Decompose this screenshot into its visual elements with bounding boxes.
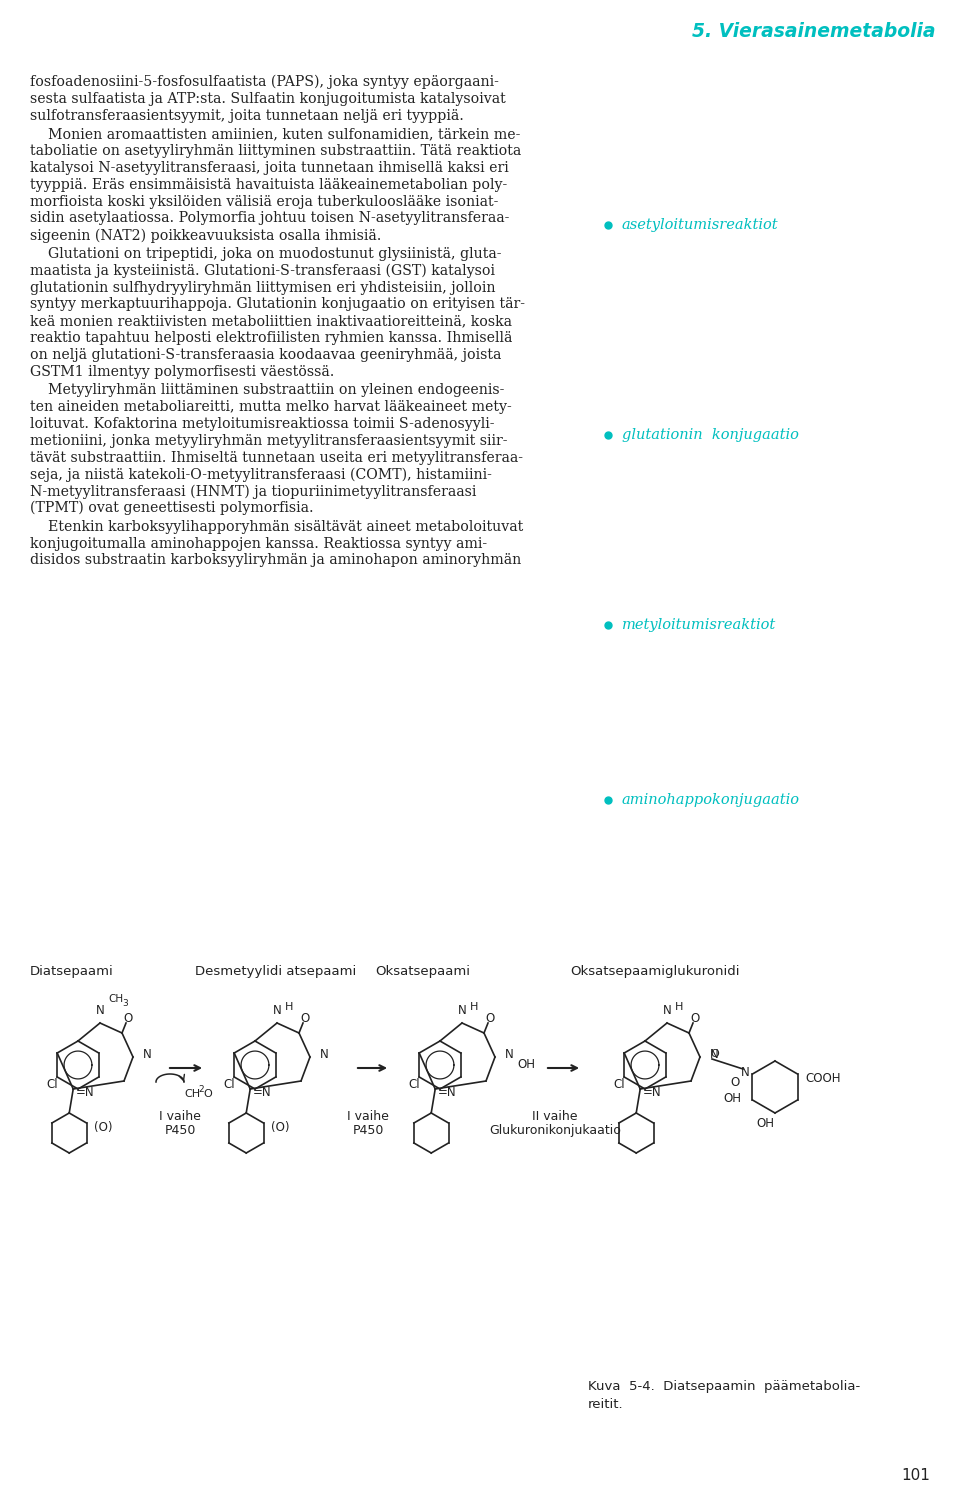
- Text: I vaihe: I vaihe: [159, 1111, 201, 1123]
- Text: Desmetyylidi atsepaami: Desmetyylidi atsepaami: [195, 965, 356, 979]
- Text: morfioista koski yksilöiden välisiä eroja tuberkulooslääke isoniat-: morfioista koski yksilöiden välisiä eroj…: [30, 195, 498, 209]
- Text: CH: CH: [184, 1090, 200, 1099]
- Text: Oksatsepaamiglukuronidi: Oksatsepaamiglukuronidi: [570, 965, 739, 979]
- Text: (O): (O): [94, 1121, 112, 1135]
- Text: asetyloitumisreaktiot: asetyloitumisreaktiot: [622, 218, 779, 233]
- Text: 3: 3: [122, 998, 128, 1007]
- Text: N: N: [96, 1004, 105, 1016]
- Text: H: H: [285, 1003, 294, 1012]
- Text: Cl: Cl: [46, 1079, 58, 1091]
- Text: reaktio tapahtuu helposti elektrofiilisten ryhmien kanssa. Ihmisellä: reaktio tapahtuu helposti elektrofiilist…: [30, 332, 513, 345]
- Text: syntyy merkaptuurihappoja. Glutationin konjugaatio on erityisen tär-: syntyy merkaptuurihappoja. Glutationin k…: [30, 297, 525, 311]
- Text: Cl: Cl: [224, 1079, 235, 1091]
- Text: Cl: Cl: [613, 1079, 625, 1091]
- Text: Glutationi on tripeptidi, joka on muodostunut glysiinistä, gluta-: Glutationi on tripeptidi, joka on muodos…: [30, 248, 501, 261]
- Text: =N: =N: [253, 1085, 272, 1099]
- Text: O: O: [731, 1076, 739, 1088]
- Text: sidin asetylaatiossa. Polymorfia johtuu toisen N-asetyylitransferaa-: sidin asetylaatiossa. Polymorfia johtuu …: [30, 212, 510, 225]
- Text: N: N: [143, 1048, 152, 1061]
- Text: CH: CH: [108, 994, 123, 1004]
- Text: taboliatie on asetyyliryhmän liittyminen substraattiin. Tätä reaktiota: taboliatie on asetyyliryhmän liittyminen…: [30, 144, 521, 158]
- Text: =N: =N: [438, 1085, 457, 1099]
- Text: (TPMT) ovat geneettisesti polymorfisia.: (TPMT) ovat geneettisesti polymorfisia.: [30, 501, 314, 515]
- Text: sigeenin (NAT2) poikkeavuuksista osalla ihmisiä.: sigeenin (NAT2) poikkeavuuksista osalla …: [30, 228, 381, 243]
- Text: sesta sulfaatista ja ATP:sta. Sulfaatin konjugoitumista katalysoivat: sesta sulfaatista ja ATP:sta. Sulfaatin …: [30, 92, 506, 105]
- Text: katalysoi N-asetyylitransferaasi, joita tunnetaan ihmisellä kaksi eri: katalysoi N-asetyylitransferaasi, joita …: [30, 161, 509, 176]
- Text: metyloitumisreaktiot: metyloitumisreaktiot: [622, 618, 777, 632]
- Text: O: O: [300, 1013, 310, 1025]
- Text: N: N: [320, 1048, 328, 1061]
- Text: on neljä glutationi-S-transferaasia koodaavaa geeniryhmää, joista: on neljä glutationi-S-transferaasia kood…: [30, 348, 501, 362]
- Text: tyyppiä. Eräs ensimmäisistä havaituista lääkeainemetabolian poly-: tyyppiä. Eräs ensimmäisistä havaituista …: [30, 177, 507, 192]
- Text: seja, ja niistä katekoli-O-metyylitransferaasi (COMT), histamiini-: seja, ja niistä katekoli-O-metyylitransf…: [30, 467, 492, 482]
- Text: N: N: [740, 1067, 750, 1079]
- Text: fosfoadenosiini-5-fosfosulfaatista (PAPS), joka syntyy epäorgaani-: fosfoadenosiini-5-fosfosulfaatista (PAPS…: [30, 75, 499, 90]
- Text: glutationin sulfhydryyliryhmän liittymisen eri yhdisteisiin, jolloin: glutationin sulfhydryyliryhmän liittymis…: [30, 281, 495, 294]
- Text: Kuva  5-4.  Diatsepaamin  päämetabolia-
reitit.: Kuva 5-4. Diatsepaamin päämetabolia- rei…: [588, 1379, 860, 1411]
- Text: N: N: [505, 1048, 514, 1061]
- Text: N-metyylitransferaasi (HNMT) ja tiopuriinimetyylitransferaasi: N-metyylitransferaasi (HNMT) ja tiopurii…: [30, 485, 476, 498]
- Text: I vaihe: I vaihe: [348, 1111, 389, 1123]
- Text: Glukuronikonjukaatio: Glukuronikonjukaatio: [489, 1124, 621, 1136]
- Text: O: O: [124, 1013, 132, 1025]
- Text: aminohappokonjugaatio: aminohappokonjugaatio: [622, 793, 800, 808]
- Text: Monien aromaattisten amiinien, kuten sulfonamidien, tärkein me-: Monien aromaattisten amiinien, kuten sul…: [30, 128, 520, 141]
- Text: O: O: [710, 1049, 719, 1060]
- Text: metioniini, jonka metyyliryhmän metyylitransferaasientsyymit siir-: metioniini, jonka metyyliryhmän metyylit…: [30, 434, 508, 447]
- Text: =N: =N: [643, 1085, 661, 1099]
- Text: 5. Vierasainemetabolia: 5. Vierasainemetabolia: [691, 23, 935, 41]
- Text: H: H: [675, 1003, 684, 1012]
- Text: OH: OH: [517, 1058, 535, 1072]
- Text: 101: 101: [901, 1468, 930, 1483]
- Text: disidos substraatin karboksyyliryhmän ja aminohapon aminoryhmän: disidos substraatin karboksyyliryhmän ja…: [30, 554, 521, 567]
- Text: N: N: [662, 1004, 671, 1016]
- Text: II vaihe: II vaihe: [532, 1111, 578, 1123]
- Text: Metyyliryhmän liittäminen substraattiin on yleinen endogeenis-: Metyyliryhmän liittäminen substraattiin …: [30, 383, 504, 398]
- Text: glutationin  konjugaatio: glutationin konjugaatio: [622, 428, 799, 441]
- Text: (O): (O): [272, 1121, 290, 1135]
- Text: O: O: [203, 1090, 212, 1099]
- Text: ten aineiden metaboliareitti, mutta melko harvat lääkeaineet mety-: ten aineiden metaboliareitti, mutta melk…: [30, 401, 512, 414]
- Text: N: N: [458, 1004, 467, 1016]
- Text: OH: OH: [756, 1117, 774, 1130]
- Text: P450: P450: [352, 1124, 384, 1136]
- Text: tävät substraattiin. Ihmiseltä tunnetaan useita eri metyylitransferaa-: tävät substraattiin. Ihmiseltä tunnetaan…: [30, 450, 523, 465]
- Text: N: N: [273, 1004, 281, 1016]
- Text: O: O: [690, 1013, 700, 1025]
- Text: 2: 2: [198, 1085, 204, 1094]
- Text: maatista ja kysteiinistä. Glutationi-S-transferaasi (GST) katalysoi: maatista ja kysteiinistä. Glutationi-S-t…: [30, 264, 495, 278]
- Text: H: H: [470, 1003, 478, 1012]
- Text: keä monien reaktiivisten metaboliittien inaktivaatioreitteinä, koska: keä monien reaktiivisten metaboliittien …: [30, 314, 512, 329]
- Text: Oksatsepaami: Oksatsepaami: [375, 965, 470, 979]
- Text: Cl: Cl: [408, 1079, 420, 1091]
- Text: loituvat. Kofaktorina metyloitumisreaktiossa toimii S-adenosyyli-: loituvat. Kofaktorina metyloitumisreakti…: [30, 417, 494, 431]
- Text: O: O: [486, 1013, 494, 1025]
- Text: COOH: COOH: [805, 1073, 841, 1085]
- Text: P450: P450: [164, 1124, 196, 1136]
- Text: konjugoitumalla aminohappojen kanssa. Reaktiossa syntyy ami-: konjugoitumalla aminohappojen kanssa. Re…: [30, 536, 487, 551]
- Text: N: N: [710, 1048, 719, 1061]
- Text: GSTM1 ilmentyy polymorfisesti väestössä.: GSTM1 ilmentyy polymorfisesti väestössä.: [30, 365, 334, 378]
- Text: OH: OH: [723, 1093, 741, 1106]
- Text: =N: =N: [76, 1085, 95, 1099]
- Text: Diatsepaami: Diatsepaami: [30, 965, 113, 979]
- Text: sulfotransferaasientsyymit, joita tunnetaan neljä eri tyyppiä.: sulfotransferaasientsyymit, joita tunnet…: [30, 108, 464, 123]
- Text: Etenkin karboksyylihapporyhmän sisältävät aineet metaboloituvat: Etenkin karboksyylihapporyhmän sisältävä…: [30, 519, 523, 534]
